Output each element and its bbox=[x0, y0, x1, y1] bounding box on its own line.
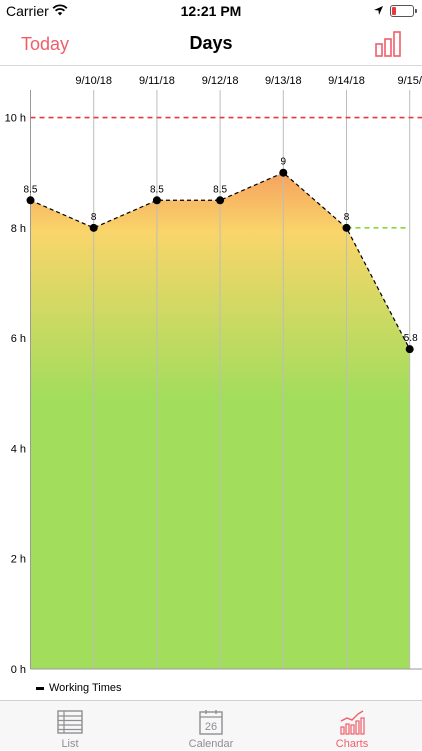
data-point bbox=[216, 196, 225, 205]
data-label: 8.5 bbox=[213, 184, 227, 195]
y-tick-label: 6 h bbox=[11, 333, 26, 345]
x-tick-label: 9/13/18 bbox=[265, 75, 302, 87]
tab-calendar-label: Calendar bbox=[188, 738, 234, 750]
y-tick-label: 0 h bbox=[11, 664, 26, 676]
wifi-icon bbox=[52, 4, 68, 16]
status-time: 12:21 PM bbox=[180, 3, 242, 19]
chart-canvas: 9/10/18 9/11/18 9/12/18 9/13/18 9/14/18 9/15/… bbox=[5, 75, 422, 676]
tab-list-label: List bbox=[61, 738, 79, 750]
x-tick-label: 9/15/ bbox=[397, 75, 422, 87]
tab-bar: List 26 Calendar Charts bbox=[0, 700, 422, 750]
data-point bbox=[405, 345, 414, 354]
x-tick-label: 9/11/18 bbox=[139, 75, 175, 87]
data-point bbox=[26, 196, 35, 205]
data-point bbox=[279, 168, 288, 177]
battery-level bbox=[392, 7, 396, 15]
y-tick-label: 4 h bbox=[11, 443, 26, 455]
x-tick-label: 9/10/18 bbox=[75, 75, 112, 87]
y-tick-label: 8 h bbox=[11, 223, 26, 235]
nav-bar: Today Days bbox=[0, 22, 422, 66]
data-point bbox=[152, 196, 161, 205]
location-arrow-icon bbox=[374, 6, 383, 15]
data-label: 9 bbox=[281, 157, 287, 168]
calendar-icon: 26 bbox=[199, 710, 223, 735]
tab-list[interactable]: List bbox=[0, 701, 140, 751]
y-tick-label: 10 h bbox=[5, 113, 26, 125]
tab-calendar[interactable]: 26 Calendar bbox=[141, 701, 281, 751]
charts-icon bbox=[340, 710, 365, 735]
page-title: Days bbox=[189, 33, 233, 53]
data-label: 5.8 bbox=[404, 333, 418, 344]
x-tick-label: 9/14/18 bbox=[328, 75, 365, 87]
tab-charts-label: Charts bbox=[335, 738, 369, 750]
calendar-icon-day: 26 bbox=[205, 721, 217, 733]
x-tick-label: 9/12/18 bbox=[202, 75, 239, 87]
legend-label: Working Times bbox=[49, 682, 122, 694]
chart-legend: Working Times bbox=[36, 682, 122, 696]
working-times-chart: 9/10/18 9/11/18 9/12/18 9/13/18 9/14/18 9/15/… bbox=[0, 66, 422, 698]
status-bar: Carrier 12:21 PM bbox=[0, 0, 422, 22]
data-label: 8 bbox=[344, 212, 350, 223]
bar-chart-icon[interactable] bbox=[374, 30, 402, 58]
carrier-label: Carrier bbox=[6, 3, 49, 19]
legend-swatch bbox=[36, 686, 44, 690]
y-tick-label: 2 h bbox=[11, 554, 26, 566]
battery-icon bbox=[390, 5, 417, 17]
data-label: 8.5 bbox=[150, 184, 164, 195]
data-label: 8.5 bbox=[24, 184, 38, 195]
today-button[interactable]: Today bbox=[21, 34, 70, 54]
tab-charts[interactable]: Charts bbox=[282, 701, 422, 751]
list-icon bbox=[57, 710, 83, 734]
data-point bbox=[342, 223, 351, 232]
data-point bbox=[89, 223, 98, 232]
data-label: 8 bbox=[91, 212, 97, 223]
